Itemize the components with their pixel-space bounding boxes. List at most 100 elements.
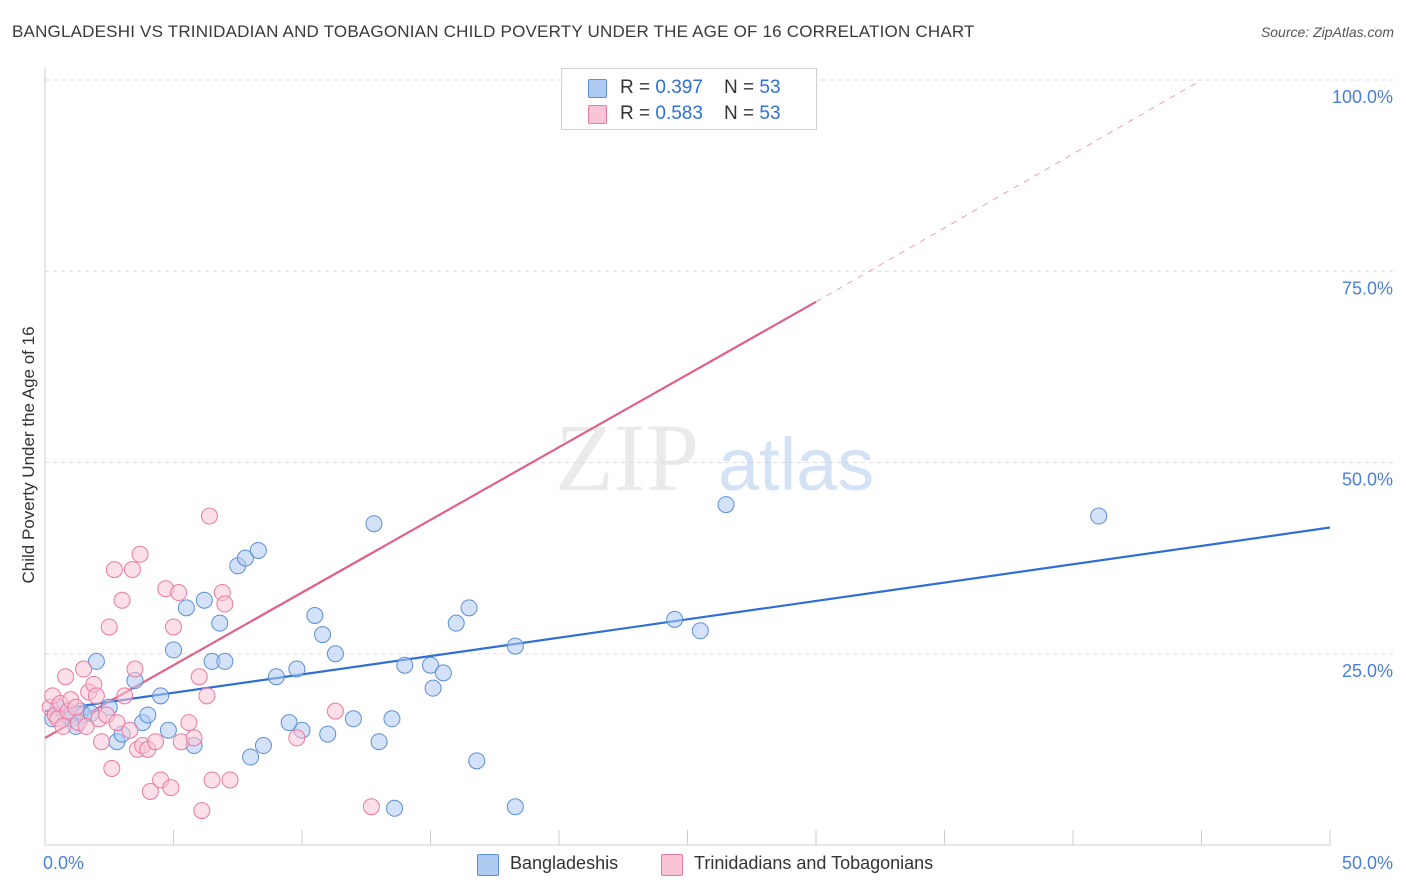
point-bangladeshis (383, 710, 401, 728)
point-trinidadians (123, 561, 141, 579)
point-bangladeshis (326, 645, 344, 663)
point-trinidadians (75, 660, 93, 678)
point-trinidadians (165, 618, 182, 636)
point-bangladeshis (691, 622, 709, 640)
legend-label-bangladeshis: Bangladeshis (510, 853, 619, 873)
r-value: 0.397 (655, 77, 703, 98)
point-trinidadians (288, 729, 306, 747)
point-trinidadians (77, 717, 95, 735)
y-tick-label: 75.0% (1342, 278, 1393, 298)
point-trinidadians (113, 591, 131, 609)
point-bangladeshis (666, 610, 684, 628)
point-trinidadians (216, 595, 234, 613)
trend-lines (44, 79, 1331, 739)
point-bangladeshis (447, 614, 465, 632)
point-bangladeshis (386, 799, 404, 817)
point-trinidadians (185, 729, 203, 747)
point-trinidadians (326, 702, 344, 720)
x-tick-label: 50.0% (1342, 853, 1393, 873)
y-axis-label: Child Poverty Under the Age of 16 (19, 326, 38, 583)
point-trinidadians (200, 507, 218, 525)
point-bangladeshis (267, 668, 285, 686)
point-bangladeshis (211, 614, 229, 632)
point-trinidadians (198, 687, 216, 705)
n-label: N = (724, 77, 760, 98)
point-trinidadians (131, 545, 149, 563)
point-trinidadians (100, 618, 118, 636)
point-trinidadians (126, 660, 144, 678)
series-legend: Bangladeshis Trinidadians and Tobagonian… (0, 852, 1406, 880)
point-trinidadians (116, 687, 134, 705)
point-bangladeshis (216, 652, 234, 670)
point-bangladeshis (152, 687, 170, 705)
trend-line-trinidadians (44, 300, 817, 739)
n-value: 53 (759, 103, 781, 124)
point-trinidadians (87, 687, 105, 705)
point-bangladeshis (344, 710, 362, 728)
point-bangladeshis (314, 626, 332, 644)
point-bangladeshis (424, 679, 442, 697)
point-trinidadians (103, 760, 121, 777)
point-bangladeshis (1090, 507, 1108, 525)
point-bangladeshis (236, 549, 254, 567)
point-trinidadians (193, 802, 211, 820)
legend-label-trinidadians: Trinidadians and Tobagonians (694, 853, 934, 873)
point-trinidadians (170, 584, 188, 602)
point-bangladeshis (159, 721, 177, 739)
r-value: 0.583 (655, 103, 703, 124)
source-label: Source: ZipAtlas.com (1260, 24, 1394, 40)
grid-lines (45, 79, 1395, 655)
point-bangladeshis (370, 733, 388, 751)
y-tick-label: 50.0% (1342, 470, 1393, 490)
legend-swatch-trinidadians (661, 854, 683, 876)
point-trinidadians (221, 771, 239, 789)
legend-swatch-bangladeshis (588, 79, 607, 98)
point-bangladeshis (242, 748, 260, 766)
point-bangladeshis (165, 641, 182, 659)
watermark: ZIP atlas (555, 404, 874, 511)
point-bangladeshis (468, 752, 486, 770)
trend-extension-trinidadians (815, 79, 1202, 303)
point-trinidadians (54, 717, 72, 735)
point-trinidadians (362, 798, 380, 816)
point-bangladeshis (319, 725, 337, 743)
point-trinidadians (141, 782, 159, 800)
r-label: R = (620, 77, 656, 98)
point-trinidadians (67, 698, 85, 716)
point-trinidadians (108, 714, 126, 732)
n-value: 53 (759, 77, 781, 98)
x-tick-label: 0.0% (43, 853, 84, 873)
point-bangladeshis (506, 798, 524, 816)
point-bangladeshis (306, 607, 324, 624)
point-bangladeshis (87, 652, 105, 670)
point-bangladeshis (506, 637, 524, 655)
point-trinidadians (147, 733, 165, 751)
point-bangladeshis (434, 664, 452, 682)
legend-swatch-trinidadians (588, 105, 607, 124)
y-tick-label: 25.0% (1342, 661, 1393, 681)
point-trinidadians (57, 668, 75, 686)
point-bangladeshis (396, 656, 414, 674)
y-tick-label: 100.0% (1332, 87, 1393, 107)
point-bangladeshis (139, 706, 157, 724)
point-bangladeshis (254, 737, 272, 755)
data-points (41, 496, 1108, 820)
tick-labels: 25.0% 50.0% 75.0% 100.0% 0.0% 50.0% (43, 87, 1393, 873)
point-bangladeshis (177, 599, 195, 617)
point-trinidadians (203, 771, 221, 789)
point-bangladeshis (249, 541, 267, 559)
chart-title: BANGLADESHI VS TRINIDADIAN AND TOBAGONIA… (12, 22, 975, 41)
point-trinidadians (180, 714, 198, 732)
stats-legend: R = 0.397 N = 53 R = 0.583 N = 53 (561, 68, 817, 130)
point-trinidadians (105, 561, 123, 579)
point-trinidadians (93, 733, 111, 751)
point-trinidadians (162, 779, 180, 797)
point-bangladeshis (195, 591, 213, 609)
n-label: N = (724, 103, 760, 124)
point-trinidadians (190, 668, 208, 686)
trend-line-bangladeshis (44, 526, 1331, 713)
point-bangladeshis (288, 660, 306, 678)
watermark-zip: ZIP (555, 404, 699, 511)
point-bangladeshis (280, 714, 298, 732)
point-bangladeshis (460, 599, 478, 617)
